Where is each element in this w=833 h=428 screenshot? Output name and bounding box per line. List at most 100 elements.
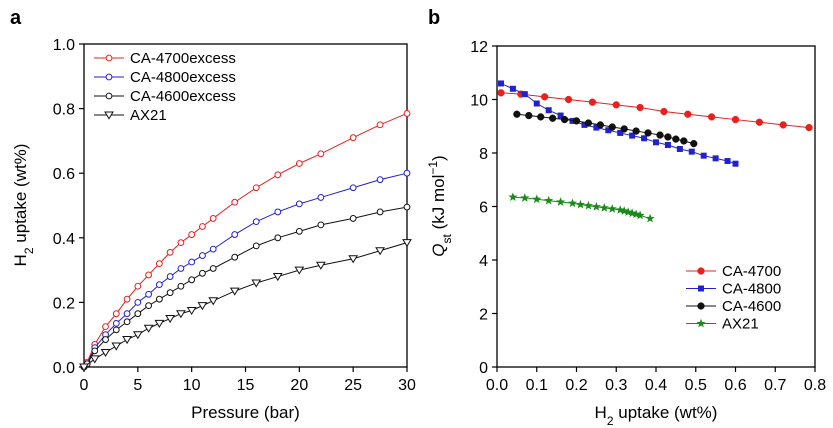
data-point xyxy=(593,124,600,131)
data-point xyxy=(684,110,692,118)
data-point xyxy=(629,132,636,139)
data-point xyxy=(402,239,412,248)
data-point xyxy=(154,319,165,328)
data-point xyxy=(295,200,303,208)
data-point xyxy=(186,306,197,316)
panel-b-y-axis-label: Qst (kJ mol−1) xyxy=(426,155,454,256)
data-point xyxy=(712,155,719,162)
data-point xyxy=(731,115,740,124)
data-point xyxy=(100,348,111,358)
panel-a-x-axis-label: Pressure (bar) xyxy=(191,403,300,422)
data-point xyxy=(199,252,206,259)
data-point xyxy=(708,113,716,121)
data-point xyxy=(102,336,109,343)
data-point xyxy=(143,324,154,333)
data-point xyxy=(615,205,625,214)
legend-item: CA-4700excess xyxy=(94,50,236,67)
data-point xyxy=(132,331,143,340)
data-point xyxy=(112,310,120,318)
data-point xyxy=(497,80,504,87)
y-tick-label: 12 xyxy=(470,39,488,56)
y-tick-label: 0.8 xyxy=(53,102,75,119)
legend-marker xyxy=(697,302,705,310)
data-point xyxy=(188,258,196,266)
legend-item: CA-4600excess xyxy=(94,88,236,105)
data-point xyxy=(349,134,357,142)
data-point xyxy=(134,299,142,306)
data-point xyxy=(632,127,640,135)
panel-b-label: b xyxy=(428,7,440,29)
data-point xyxy=(376,176,384,184)
series-ca-4600 xyxy=(513,110,698,148)
x-tick-label: 0.2 xyxy=(565,377,587,394)
series-ca-4800excess xyxy=(80,169,411,371)
data-point xyxy=(544,195,554,205)
data-point xyxy=(165,315,176,324)
panel-a-ticks: 0 5 10 15 20 25 30 0.0 0.2 0.4 0.6 0.8 1.0 xyxy=(53,37,416,394)
data-point xyxy=(700,152,707,159)
data-point xyxy=(112,319,120,327)
x-tick-label: 0.1 xyxy=(526,377,548,394)
data-point xyxy=(122,336,132,345)
data-point xyxy=(317,150,325,158)
data-point xyxy=(177,265,185,272)
data-point xyxy=(229,287,240,296)
data-point xyxy=(557,112,564,119)
data-point xyxy=(274,171,282,179)
data-point xyxy=(252,184,260,192)
data-point xyxy=(176,310,186,319)
data-point xyxy=(89,355,100,364)
legend-marker xyxy=(105,92,113,100)
legend-label: CA-4600excess xyxy=(130,88,236,105)
y-tick-label: 1.0 xyxy=(53,37,75,54)
data-point xyxy=(520,193,530,202)
x-tick-label: 30 xyxy=(398,377,416,394)
data-point xyxy=(584,119,593,127)
data-point xyxy=(572,117,581,125)
data-point xyxy=(188,231,196,238)
y-tick-label: 8 xyxy=(479,146,488,163)
data-point xyxy=(123,295,131,303)
data-point xyxy=(525,111,533,120)
data-point xyxy=(497,89,505,97)
data-point xyxy=(641,135,648,142)
data-point xyxy=(549,114,557,122)
data-point xyxy=(209,245,217,253)
legend-label: AX21 xyxy=(130,107,167,124)
data-point xyxy=(166,289,174,297)
x-tick-label: 5 xyxy=(133,377,142,394)
x-tick-label: 0.4 xyxy=(645,377,667,394)
x-tick-label: 0.6 xyxy=(724,377,746,394)
series-ax21 xyxy=(79,239,412,372)
series-line xyxy=(512,196,651,220)
data-point xyxy=(274,234,282,242)
data-point xyxy=(155,281,163,289)
data-point xyxy=(564,95,573,104)
y-tick-label: 0.0 xyxy=(53,360,75,377)
data-point xyxy=(660,107,668,116)
x-tick-label: 0.0 xyxy=(486,377,508,394)
data-point xyxy=(274,208,282,216)
legend-label: AX21 xyxy=(722,316,759,333)
x-tick-label: 0.5 xyxy=(685,377,707,394)
x-tick-label: 0.8 xyxy=(804,377,826,394)
data-point xyxy=(349,184,357,192)
panel-a-legend: CA-4700excess CA-4800excess CA-4600excess A… xyxy=(94,50,236,124)
data-point xyxy=(588,98,597,106)
data-point xyxy=(508,192,518,202)
data-point xyxy=(91,347,99,355)
data-point xyxy=(145,302,153,310)
data-point xyxy=(317,194,325,201)
data-point xyxy=(188,276,196,284)
data-point xyxy=(541,93,549,101)
data-point xyxy=(145,290,153,298)
y-tick-label: 2 xyxy=(479,307,488,324)
data-point xyxy=(123,318,131,326)
data-point xyxy=(672,135,680,143)
legend-label: CA-4600 xyxy=(722,298,781,315)
panel-b: b 0.0 0.1 0.2 0.3 0.4 0.5 0.6 0.7 0.8 0 2 4 6 8 10 12 C… xyxy=(426,7,826,428)
data-point xyxy=(608,123,616,131)
data-point xyxy=(664,133,672,141)
data-point xyxy=(583,200,593,210)
